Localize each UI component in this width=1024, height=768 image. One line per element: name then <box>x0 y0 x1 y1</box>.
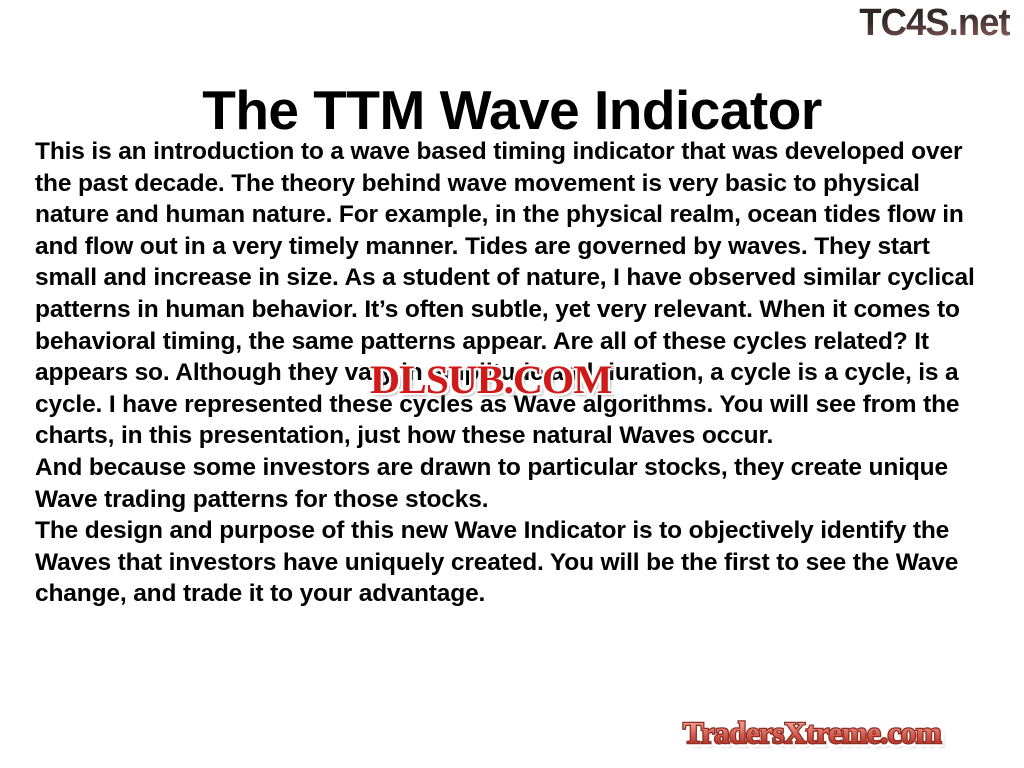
tradersxtreme-watermark-outline: TradersXtreme.com <box>682 714 943 751</box>
site-logo: TC4S.net <box>859 2 1011 44</box>
page-title: The TTM Wave Indicator <box>202 78 822 141</box>
tradersxtreme-watermark-fill: TradersXtreme.com <box>683 715 942 750</box>
slide-body-text: This is an introduction to a wave based … <box>35 136 995 610</box>
body-paragraph-2: And because some investors are drawn to … <box>35 453 948 513</box>
body-paragraph-1: This is an introduction to a wave based … <box>35 138 975 450</box>
body-paragraph-3: The design and purpose of this new Wave … <box>35 517 959 608</box>
dlsub-watermark: DLSUB.COM <box>370 357 612 402</box>
